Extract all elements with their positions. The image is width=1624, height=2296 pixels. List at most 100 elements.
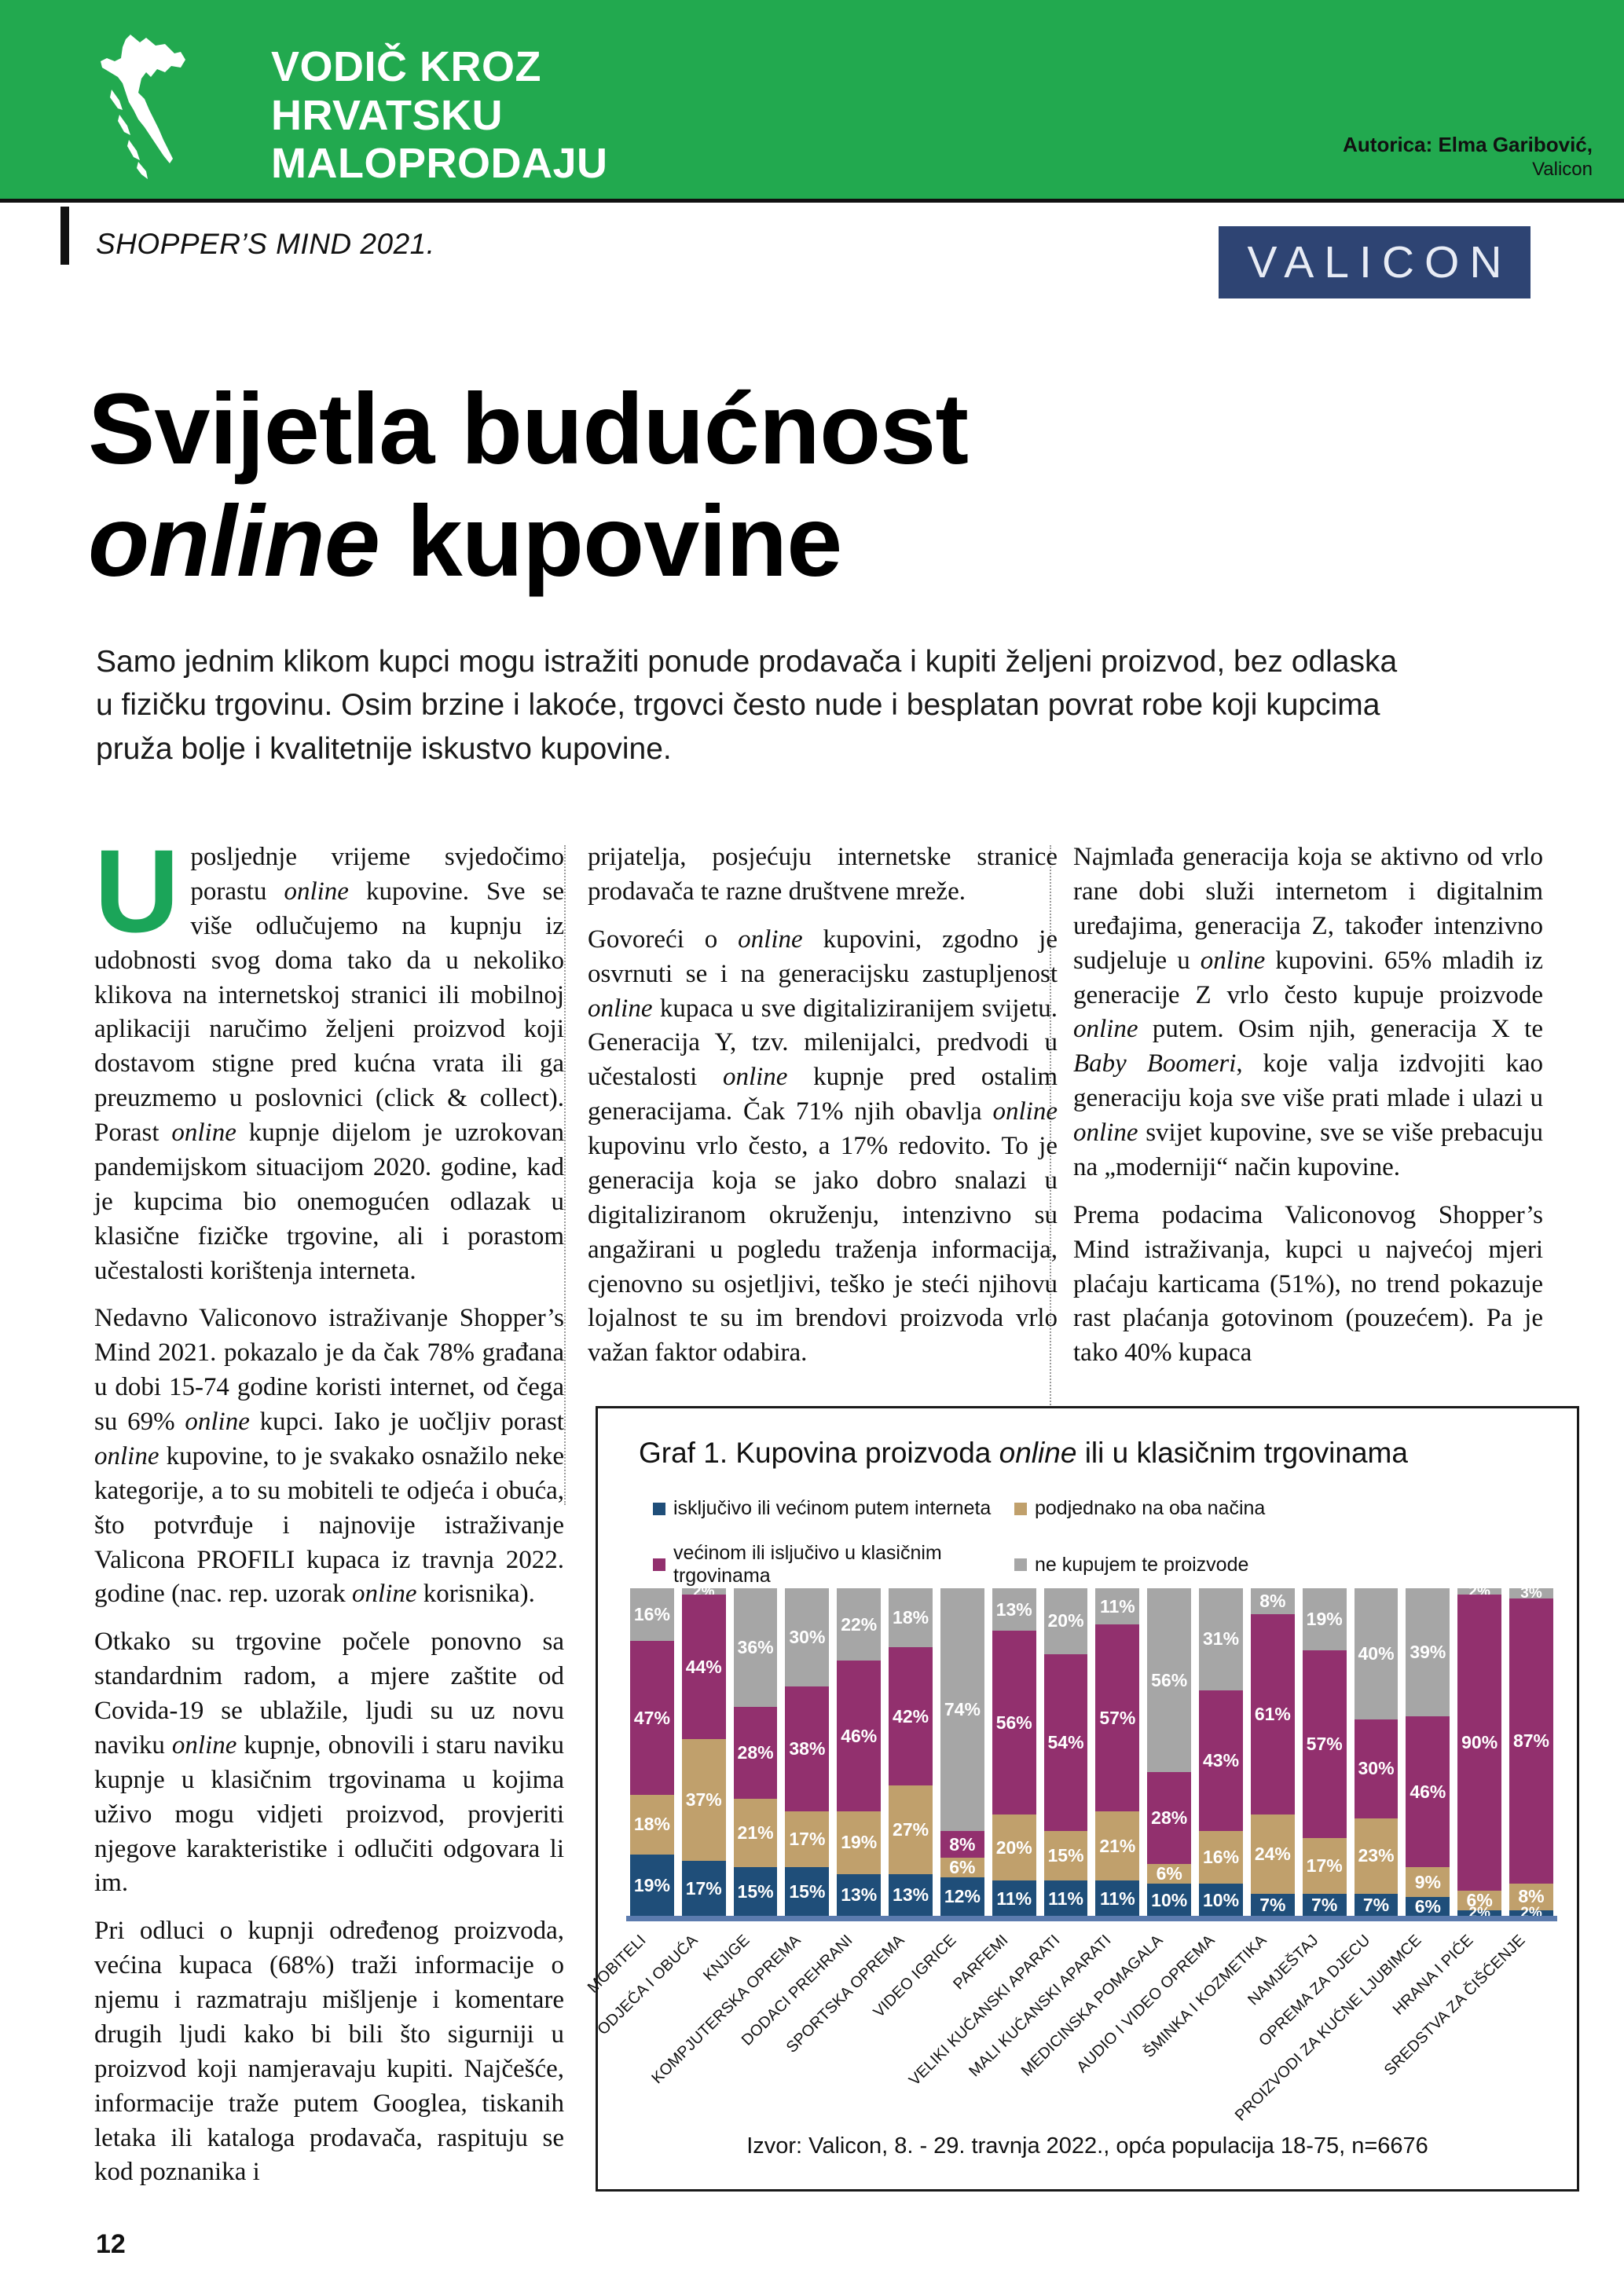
headline-line-1: Svijetla budućnost [88,372,969,485]
chart-title: Graf 1. Kupovina proizvoda online ili u … [639,1437,1550,1470]
chart-bar-segment: 46% [1406,1716,1450,1868]
masthead-title-line-3: MALOPRODAJU [271,140,608,188]
chart-bar: 11% 57% 21% 11% [1095,1588,1140,1917]
chart-bar-segment: 6% [1406,1896,1450,1917]
masthead-title-line-2: HRVATSKU [271,91,504,139]
chart-bar-segment: 28% [1147,1772,1192,1865]
legend-swatch [1014,1502,1027,1515]
paragraph: prijatelja, posjećuju internetske strani… [588,840,1058,910]
chart-title-prefix: Graf 1. Kupovina proizvoda [639,1437,999,1469]
chart-bar-segment: 22% [837,1588,882,1661]
chart-bar-segment: 43% [1199,1690,1243,1832]
legend-swatch [1014,1558,1027,1571]
chart-bars: 16% 47% 18% 19% 2% 44% 37% 17% 36% 28% 21% 15% 30% 38… [626,1584,1557,1921]
standfirst: Samo jednim klikom kupci mogu istražiti … [96,645,1398,766]
legend-label: ne kupujem te proizvode [1035,1553,1249,1576]
chart-bar-segment: 7% [1250,1893,1295,1917]
chart-legend: isključivo ili većinom putem interneta po… [653,1497,1533,1587]
paragraph-text: posljednje vrijeme svjedočimo porastu on… [94,843,564,1285]
author-name: Autorica: Elma Garibović, [1343,133,1593,156]
paragraph-text: Najmlađa generacija koja se aktivno od v… [1073,843,1544,1181]
chart-bar-segment: 13% [992,1588,1036,1631]
chart-bar: 30% 38% 17% 15% [785,1588,830,1917]
chart-bar: 18% 42% 27% 13% [889,1588,933,1917]
legend-swatch [653,1502,665,1515]
chart-bar-segment: 19% [1302,1588,1347,1651]
chart-plot-area: 16% 47% 18% 19% 2% 44% 37% 17% 36% 28% 21% 15% 30% 38… [626,1584,1557,1921]
chart-bar-segment: 87% [1509,1598,1553,1884]
chart-bar: 22% 46% 19% 13% [837,1588,882,1917]
legend-item: ne kupujem te proizvode [1014,1542,1360,1587]
paragraph-text: Prema podacima Valiconovog Shopper’s Min… [1073,1200,1543,1368]
paragraph: Nedavno Valiconovo istraživanje Shopper’… [94,1302,564,1612]
chart-bar-segment: 8% [1250,1588,1295,1615]
chart-bar: 3% 87% 8% 2% [1509,1586,1553,1921]
chart-bar-segment: 28% [733,1706,778,1799]
chart-bar-segment: 11% [1095,1588,1140,1625]
masthead-title-line-1: VODIČ KROZ [271,43,542,90]
chart-bar-segment: 57% [1302,1650,1347,1838]
chart-bar-segment: 11% [1043,1880,1088,1917]
chart-bar-segment: 7% [1354,1893,1399,1917]
chart-bar-segment: 3% [1509,1586,1553,1600]
chart-bar-segment: 30% [785,1588,830,1687]
chart-bar: 13% 56% 20% 11% [992,1588,1036,1917]
header-divider [0,199,1624,203]
paragraph: Najmlađa generacija koja se aktivno od v… [1073,840,1543,1185]
chart-bar-segment: 16% [630,1588,674,1641]
chart-bar-segment: 37% [681,1739,726,1861]
chart-bar: 20% 54% 15% 11% [1043,1588,1088,1917]
chart-bar-segment: 20% [992,1814,1036,1881]
masthead: VODIČ KROZ HRVATSKU MALOPRODAJU Autorica… [0,0,1624,199]
chart-bar-segment: 56% [992,1631,1036,1815]
chart-bar: 36% 28% 21% 15% [733,1588,778,1917]
paragraph-text: Otkako su trgovine počele ponovno sa sta… [94,1628,564,1898]
chart-bar-segment: 18% [889,1588,933,1648]
chart-bar-segment: 90% [1457,1595,1502,1891]
chart-bar: 74% 8% 6% 12% [940,1588,984,1917]
chart-bar-segment: 9% [1406,1867,1450,1897]
paragraph: Otkako su trgovine počele ponovno sa sta… [94,1625,564,1901]
paragraph-text: prijatelja, posjećuju internetske strani… [588,843,1058,906]
chart-bar: 8% 61% 24% 7% [1250,1588,1295,1917]
chart-bar-segment: 10% [1147,1884,1192,1917]
chart-bar-segment: 21% [733,1798,778,1868]
chart-bar-segment: 27% [889,1785,933,1874]
chart-bar-segment: 21% [1095,1811,1140,1881]
chart-bar-segment: 40% [1354,1588,1399,1720]
chart-bar-segment: 2% [681,1584,726,1599]
chart-bar-segment: 42% [889,1647,933,1785]
chart-bar-segment: 17% [785,1811,830,1868]
chart-bar-segment: 74% [940,1588,984,1832]
column-divider-2 [1050,845,1052,1505]
paragraph-text: Nedavno Valiconovo istraživanje Shopper’… [94,1304,564,1609]
chart-bar-segment: 13% [837,1873,882,1917]
chart-bar-segment: 44% [681,1595,726,1740]
chart-bar: 56% 28% 6% 10% [1147,1588,1192,1917]
chart-bar-segment: 61% [1250,1614,1295,1815]
headline-line-2-italic: online [88,485,380,599]
chart-bar: 19% 57% 17% 7% [1302,1588,1347,1917]
croatia-map-icon [99,31,192,181]
chart-bar: 31% 43% 16% 10% [1199,1588,1243,1917]
chart-x-axis-labels: MOBITELI ODJEĆA I OBUĆA KNJIGE KOMPJUTERSKA… [585,1927,1557,2125]
chart-bar-segment: 46% [837,1661,882,1812]
chart-bar-segment: 2% [1457,1584,1502,1599]
chart-bar-segment: 20% [1043,1588,1088,1654]
chart-container: Graf 1. Kupovina proizvoda online ili u … [585,1406,1579,2192]
valicon-logo-text: VALICON [1247,237,1512,287]
paragraph-text: Govoreći o online kupovini, zgodno je os… [588,925,1058,1368]
chart-bar-segment: 17% [1302,1837,1347,1894]
author-company: Valicon [1532,158,1593,180]
page-number: 12 [96,2229,126,2259]
chart-bar-segment: 30% [1354,1719,1399,1818]
author-credit: Autorica: Elma Garibović, Valicon [1343,132,1593,181]
chart-bar: 39% 46% 9% 6% [1406,1588,1450,1917]
chart-bar-segment: 39% [1406,1588,1450,1717]
chart-title-italic: online [999,1437,1077,1469]
body-column-3: Najmlađa generacija koja se aktivno od v… [1073,840,1543,1384]
chart-title-suffix: ili u klasičnim trgovinama [1076,1437,1408,1469]
chart-bar-segment: 31% [1199,1588,1243,1690]
